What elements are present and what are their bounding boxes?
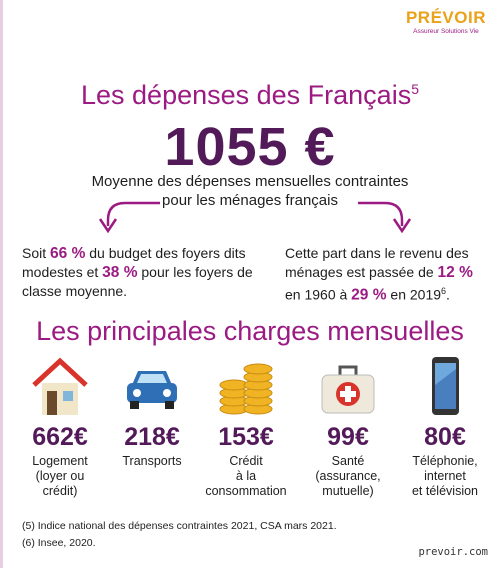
amount: 662€: [32, 423, 88, 451]
phone-icon: [432, 357, 459, 415]
right-text: Cette part dans le revenu des ménages es…: [285, 244, 485, 305]
amount: 80€: [424, 423, 466, 451]
label-line: Santé: [331, 454, 365, 468]
amount: 1055 €: [164, 117, 336, 177]
left-text: Soit 66 % du budget des foyers dits mode…: [22, 244, 267, 301]
percent: 38 %: [102, 264, 138, 281]
text: Soit: [22, 245, 51, 261]
health-kit-icon: [321, 365, 375, 414]
website: prevoir.com: [418, 546, 488, 558]
label-line: mutuelle): [322, 484, 374, 498]
label-line: internet: [424, 469, 466, 483]
label-line: (assurance,: [315, 469, 381, 483]
text: Cette part dans le revenu des ménages es…: [285, 245, 469, 280]
subtitle-line: pour les ménages français: [162, 192, 338, 209]
tagline: Assureur Solutions Vie: [413, 28, 479, 35]
label: Santé (assurance, mutuelle): [298, 454, 398, 499]
text: en 1960 à: [285, 286, 352, 303]
title-note: 5: [411, 81, 419, 97]
brand: PRÉVOIR: [405, 8, 486, 27]
label-line: et télévision: [411, 484, 478, 498]
title: Les dépenses des Français5: [0, 80, 500, 111]
label-line: Logement: [32, 454, 88, 468]
logo: PRÉVOIR Assureur Solutions Vie: [406, 8, 486, 35]
item: 153€ Crédit à la consommation: [196, 355, 296, 499]
label: Téléphonie, internet et télévision: [395, 454, 495, 499]
percent: 29 %: [351, 286, 387, 304]
coins-icon: [219, 363, 273, 415]
text: en 2019: [386, 286, 442, 303]
arrow-right: [358, 201, 404, 226]
label-line: crédit): [42, 484, 78, 498]
arrows: [98, 201, 412, 234]
title-text: Les dépenses des Français: [81, 80, 412, 110]
item: 662€ Logement (loyer ou crédit): [10, 355, 110, 499]
car-icon: [127, 371, 177, 409]
arrow-left: [106, 201, 160, 226]
subtitle: Moyenne des dépenses mensuelles contrain…: [0, 172, 500, 210]
label-line: Crédit: [229, 454, 263, 468]
percent: 66 %: [50, 245, 86, 262]
text: du budget des foyers dits modestes et: [22, 245, 246, 280]
note: 6: [441, 286, 447, 296]
label: Transports: [102, 454, 202, 469]
text: .: [446, 286, 450, 303]
label: Crédit à la consommation: [196, 454, 296, 499]
footnote: (6) Insee, 2020.: [22, 537, 96, 549]
item: 218€ Transports: [102, 355, 202, 469]
section-title: Les principales charges mensuelles: [36, 316, 464, 346]
arrow-head: [98, 218, 118, 234]
edge: [0, 0, 3, 568]
label: Logement (loyer ou crédit): [10, 454, 110, 499]
text: pour les foyers de classe moyenne.: [22, 264, 253, 299]
item: 80€ Téléphonie, internet et télévision: [395, 355, 495, 499]
subtitle-line: Moyenne des dépenses mensuelles contrain…: [91, 173, 409, 190]
label-line: à la: [235, 469, 257, 483]
amount: 153€: [218, 423, 274, 451]
amount: 218€: [124, 423, 180, 451]
percent: 12 %: [437, 264, 473, 281]
item: 99€ Santé (assurance, mutuelle): [298, 355, 398, 499]
arrow-head: [392, 218, 412, 234]
amount: 99€: [327, 423, 369, 451]
footnote: (5) Indice national des dépenses contrai…: [22, 520, 337, 532]
label-line: (loyer ou: [35, 469, 85, 483]
label-line: Transports: [122, 454, 182, 468]
label-line: Téléphonie,: [412, 454, 478, 468]
label-line: consommation: [205, 484, 287, 498]
house-icon: [32, 357, 88, 415]
